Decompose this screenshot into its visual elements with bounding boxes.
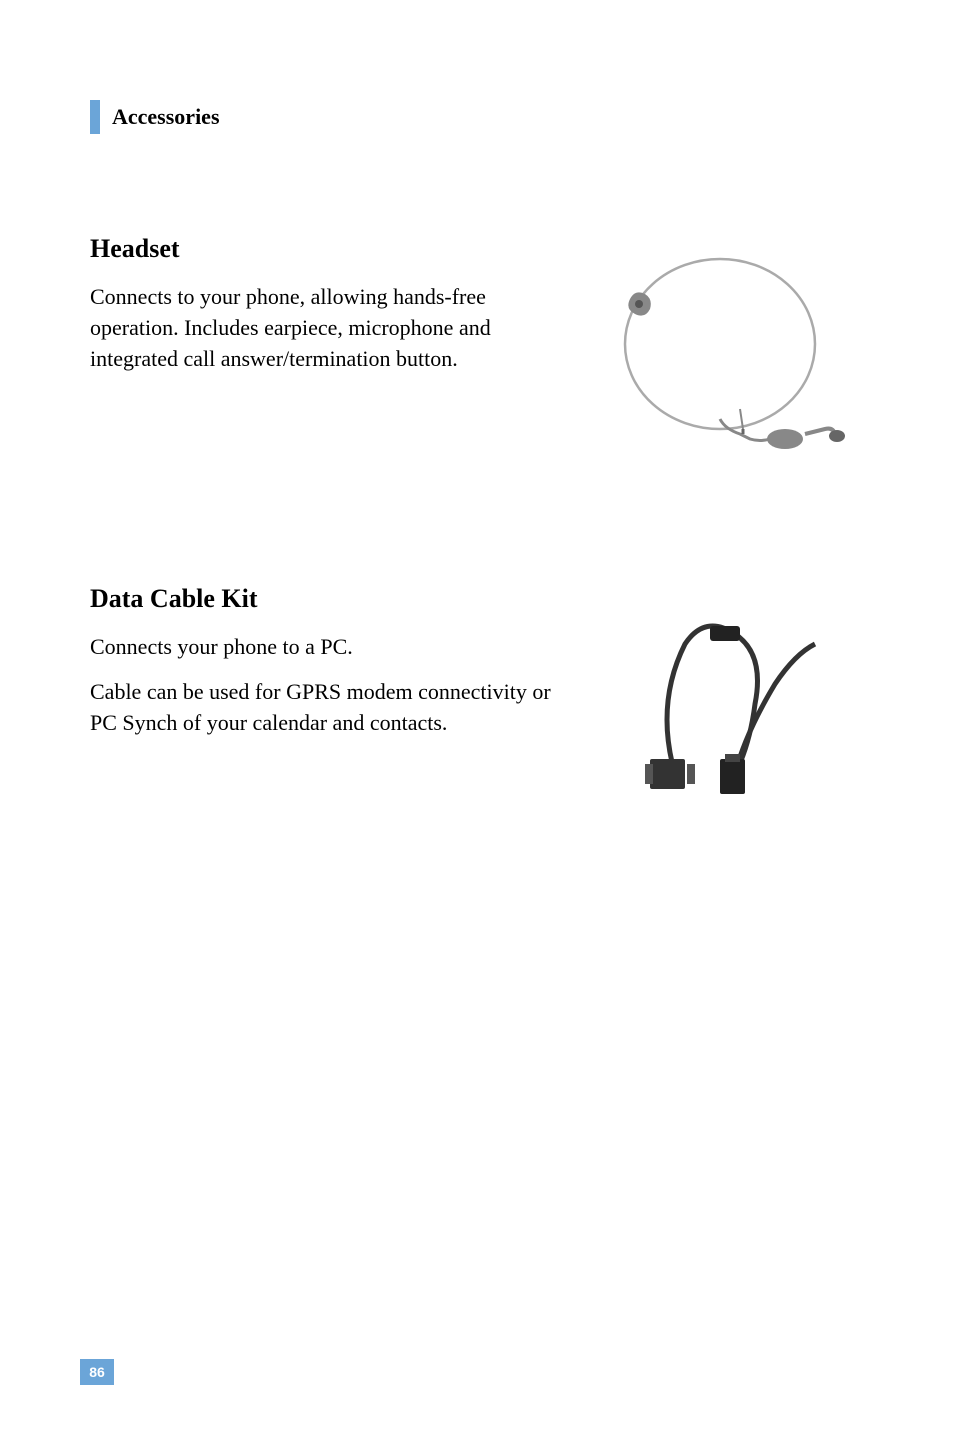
subsection-title-headset: Headset — [90, 234, 560, 264]
body-text: Connects to your phone, allowing hands-f… — [90, 282, 560, 374]
data-cable-image — [595, 584, 845, 804]
text-column: Data Cable Kit Connects your phone to a … — [90, 584, 560, 804]
image-column — [590, 234, 850, 454]
section-marker — [90, 100, 100, 134]
text-column: Headset Connects to your phone, allowing… — [90, 234, 560, 454]
body-text: Cable can be used for GPRS modem connect… — [90, 677, 560, 739]
content-block-datacable: Data Cable Kit Connects your phone to a … — [90, 584, 864, 804]
body-text: Connects your phone to a PC. — [90, 632, 560, 663]
content-block-headset: Headset Connects to your phone, allowing… — [90, 234, 864, 454]
page-number: 86 — [89, 1364, 105, 1380]
headset-image — [595, 234, 845, 454]
image-column — [590, 584, 850, 804]
subsection-title-datacable: Data Cable Kit — [90, 584, 560, 614]
page-number-container: 86 — [80, 1359, 114, 1385]
section-header: Accessories — [90, 100, 864, 134]
section-title: Accessories — [112, 104, 220, 130]
